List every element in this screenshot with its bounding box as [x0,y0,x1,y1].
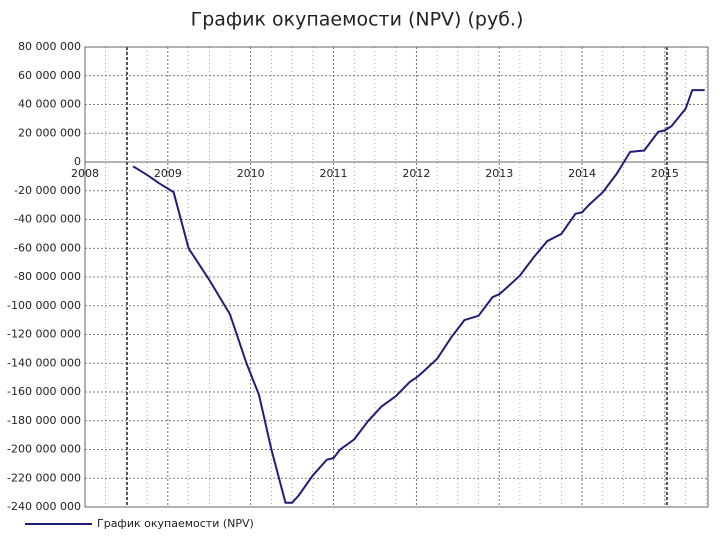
y-tick-label: -80 000 000 [14,270,81,283]
y-tick-label: -40 000 000 [14,213,81,226]
y-tick-label: -140 000 000 [7,356,81,369]
y-tick-label: 20 000 000 [18,126,81,139]
y-tick-label: -100 000 000 [7,299,81,312]
y-tick-label: -160 000 000 [7,385,81,398]
x-tick-label: 2014 [568,167,596,180]
y-tick-label: -120 000 000 [7,328,81,341]
y-tick-label: 40 000 000 [18,98,81,111]
y-tick-label: -180 000 000 [7,414,81,427]
x-tick-label: 2010 [237,167,265,180]
y-tick-label: -60 000 000 [14,241,81,254]
plot-frame [84,46,709,508]
x-tick-label: 2009 [154,167,182,180]
y-tick-label: -20 000 000 [14,184,81,197]
x-tick-label: 2015 [651,167,679,180]
y-tick-label: -200 000 000 [7,443,81,456]
x-tick-label: 2011 [320,167,348,180]
y-tick-label: -240 000 000 [7,500,81,513]
legend-label: График окупаемости (NPV) [97,517,254,530]
data-line [132,89,705,504]
x-tick-label: 2012 [402,167,430,180]
x-tick-label: 2013 [485,167,513,180]
y-tick-label: 80 000 000 [18,40,81,53]
y-tick-label: 0 [74,155,81,168]
chart-title: График окупаемости (NPV) (руб.) [191,9,524,31]
y-tick-label: 60 000 000 [18,69,81,82]
y-tick-label: -220 000 000 [7,471,81,484]
